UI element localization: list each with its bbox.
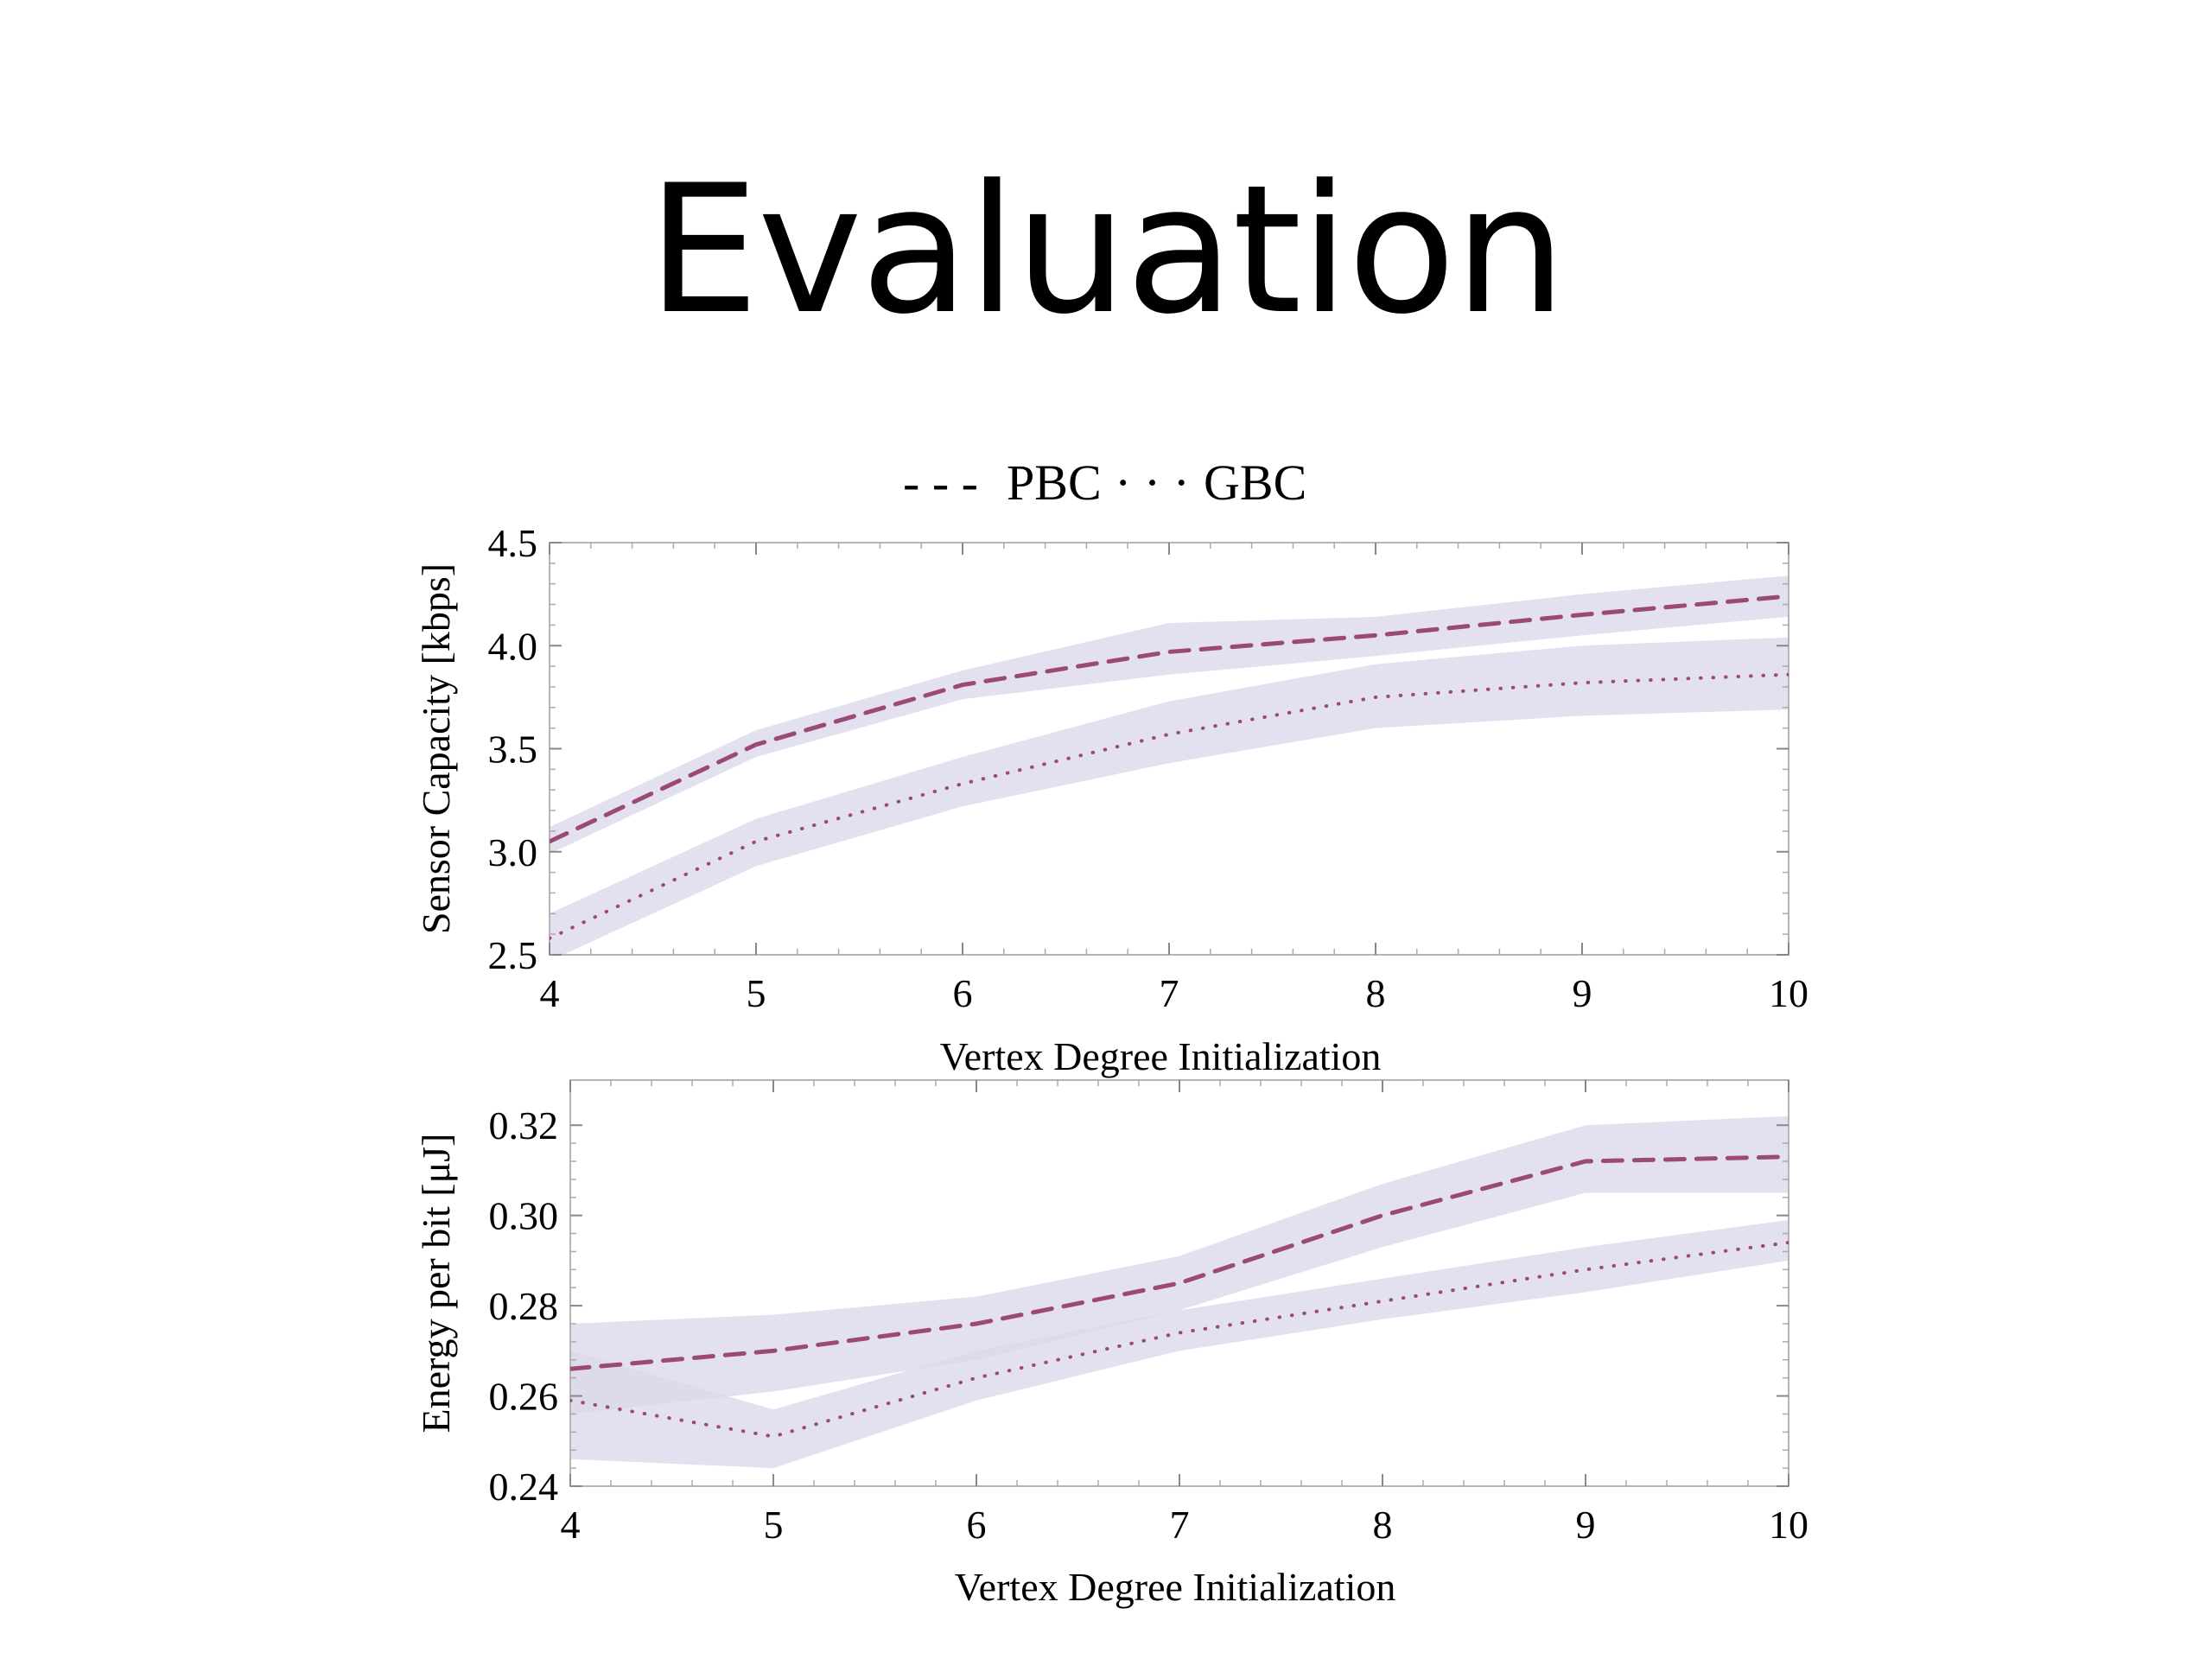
y-tick-label: 4.5: [488, 521, 538, 565]
y-tick-label: 0.28: [489, 1284, 559, 1328]
x-tick-label: 5: [764, 1503, 784, 1547]
legend-pbc-label: PBC: [1007, 454, 1102, 511]
x-tick-labels: 4 5 6 7 8 9 10: [561, 1503, 1809, 1547]
x-tick-label: 6: [967, 1503, 987, 1547]
chart-energy-per-bit: 0.24 0.26 0.28 0.30 0.32 4 5 6 7 8 9 10 Vertex Deg…: [414, 1079, 1809, 1609]
y-tick-labels: 2.5 3.0 3.5 4.0 4.5: [488, 521, 538, 977]
x-tick-label: 10: [1769, 1503, 1808, 1547]
y-tick-labels: 0.24 0.26 0.28 0.30 0.32: [489, 1103, 559, 1509]
chart-sensor-capacity: 2.5 3.0 3.5 4.0 4.5 4 5 6 7 8 9 10 Vertex Degree I…: [414, 521, 1808, 1078]
y-tick-label: 0.32: [489, 1103, 559, 1147]
x-tick-label: 8: [1373, 1503, 1393, 1547]
y-tick-label: 3.0: [488, 830, 538, 874]
x-tick-label: 5: [747, 971, 766, 1015]
legend-pbc-symbol: - - -: [903, 454, 978, 511]
band-pbc: [570, 1116, 1789, 1414]
x-tick-label: 10: [1769, 971, 1808, 1015]
y-tick-label: 3.5: [488, 728, 538, 772]
tick-marks: [569, 1080, 1789, 1487]
x-tick-label: 4: [561, 1503, 581, 1547]
series-line-gbc: [570, 1241, 1789, 1439]
series-line-pbc: [550, 594, 1789, 844]
y-tick-label: 0.24: [489, 1465, 559, 1509]
legend-gbc-symbol: · · ·: [1115, 454, 1190, 511]
band-gbc: [550, 637, 1789, 955]
series-lines: [570, 1154, 1789, 1439]
legend: - - - PBC · · · GBC: [903, 454, 1306, 511]
x-tick-labels: 4 5 6 7 8 9 10: [540, 971, 1809, 1015]
x-tick-label: 9: [1576, 1503, 1596, 1547]
confidence-bands: [550, 575, 1789, 955]
y-axis-label: Sensor Capacity [kbps]: [414, 563, 458, 934]
series-line-pbc: [570, 1154, 1789, 1371]
x-axis-label: Vertex Degree Initialization: [955, 1565, 1396, 1609]
y-axis-label: Energy per bit [μJ]: [414, 1134, 458, 1433]
legend-gbc-label: GBC: [1204, 454, 1306, 511]
x-tick-label: 7: [1160, 971, 1179, 1015]
x-tick-label: 4: [540, 971, 560, 1015]
confidence-bands: [570, 1116, 1789, 1469]
x-axis-label: Vertex Degree Initialization: [940, 1034, 1382, 1078]
band-pbc: [550, 575, 1789, 855]
y-tick-label: 4.0: [488, 624, 538, 668]
y-tick-label: 2.5: [488, 933, 538, 977]
x-tick-label: 9: [1573, 971, 1592, 1015]
x-tick-label: 6: [953, 971, 973, 1015]
x-tick-label: 8: [1366, 971, 1386, 1015]
slide-title: Evaluation: [647, 148, 1567, 353]
series-lines: [550, 594, 1789, 940]
y-tick-label: 0.26: [489, 1375, 559, 1419]
y-tick-label: 0.30: [489, 1194, 559, 1238]
x-tick-label: 7: [1170, 1503, 1190, 1547]
tick-marks: [549, 542, 1789, 956]
